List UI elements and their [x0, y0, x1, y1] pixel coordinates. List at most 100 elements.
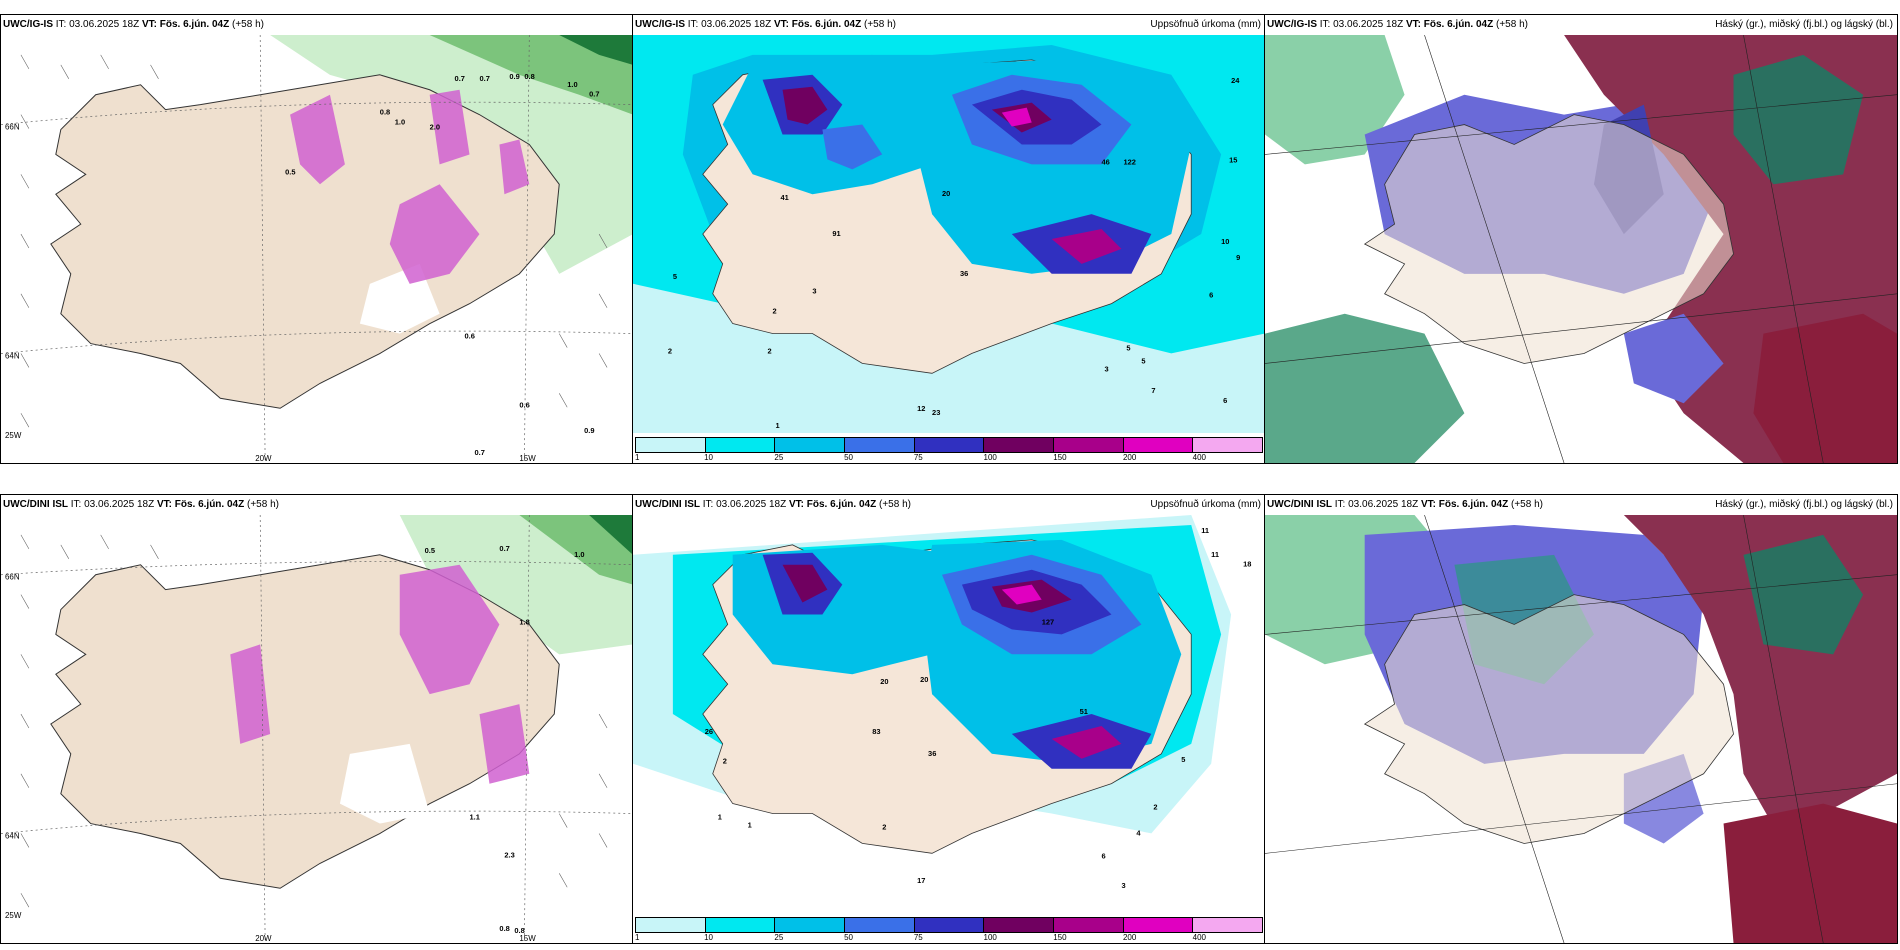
- svg-text:36: 36: [960, 269, 968, 278]
- svg-text:0.8: 0.8: [514, 926, 524, 935]
- iceland-land: [1363, 594, 1734, 844]
- panel-title: UWC/IG-IS IT: 03.06.2025 18Z VT: Fös. 6.…: [635, 19, 896, 30]
- svg-text:5: 5: [1141, 356, 1145, 365]
- svg-text:20: 20: [942, 189, 950, 198]
- svg-text:26: 26: [705, 727, 713, 736]
- precip-map: 24 15 10 9 6 7 6 5 5 3 3 2 2 1 12 23 91 …: [633, 35, 1265, 433]
- swatch: [845, 918, 915, 932]
- svg-text:1: 1: [718, 812, 722, 821]
- svg-text:20: 20: [920, 675, 928, 684]
- swatch: [984, 918, 1055, 932]
- swatch: [1054, 918, 1124, 932]
- swatch: [845, 438, 915, 452]
- panel-wind-dini: UWC/DINI ISL IT: 03.06.2025 18Z VT: Fös.…: [0, 494, 634, 944]
- svg-text:0.7: 0.7: [499, 544, 509, 553]
- svg-text:2: 2: [668, 346, 672, 355]
- svg-text:2: 2: [723, 757, 727, 766]
- svg-text:12: 12: [917, 404, 925, 413]
- svg-text:1.1: 1.1: [470, 813, 480, 822]
- svg-text:2.3: 2.3: [504, 850, 514, 859]
- svg-text:0.7: 0.7: [475, 448, 485, 457]
- panel-precip-dini: UWC/DINI ISL IT: 03.06.2025 18Z VT: Fös.…: [632, 494, 1266, 944]
- colorbar-swatches: [635, 917, 1263, 933]
- lat-label-64: 64N: [5, 351, 20, 360]
- colorbar-labels: 1 10 25 50 75 100 150 200 400: [635, 453, 1207, 462]
- swatch: [1193, 918, 1263, 932]
- svg-text:3: 3: [1105, 364, 1109, 373]
- swatch: [914, 918, 985, 932]
- svg-text:1: 1: [748, 820, 752, 829]
- svg-text:2: 2: [882, 822, 886, 831]
- wind-map: 66N 64N 25W 20W 15W 0.7 0.7 0.9 0.8 1.0 …: [1, 35, 633, 463]
- svg-text:0.6: 0.6: [465, 332, 475, 341]
- svg-text:7: 7: [1151, 386, 1155, 395]
- svg-text:18: 18: [1243, 560, 1251, 569]
- lat-label-66: 66N: [5, 573, 20, 582]
- swatch: [775, 438, 846, 452]
- lat-label-66: 66N: [5, 123, 20, 132]
- svg-text:0.5: 0.5: [425, 546, 435, 555]
- svg-text:127: 127: [1042, 617, 1054, 626]
- panel-field-title: Háský (gr.), miðský (fj.bl.) og lágský (…: [1715, 19, 1893, 30]
- svg-text:46: 46: [1102, 157, 1110, 166]
- svg-text:17: 17: [917, 876, 925, 885]
- panel-precip-ig: UWC/IG-IS IT: 03.06.2025 18Z VT: Fös. 6.…: [632, 14, 1266, 464]
- lon-label-25: 25W: [5, 431, 22, 440]
- svg-text:41: 41: [781, 193, 789, 202]
- svg-text:5: 5: [1126, 343, 1130, 352]
- svg-text:0.9: 0.9: [509, 72, 519, 81]
- iceland-land: [50, 74, 560, 409]
- swatch: [1123, 918, 1194, 932]
- svg-text:36: 36: [928, 749, 936, 758]
- cloud-map: [1265, 515, 1897, 943]
- svg-text:2: 2: [1153, 803, 1157, 812]
- svg-text:2: 2: [773, 307, 777, 316]
- swatch: [1123, 438, 1194, 452]
- svg-text:0.7: 0.7: [479, 74, 489, 83]
- swatch: [636, 918, 706, 932]
- svg-text:0.6: 0.6: [519, 400, 529, 409]
- svg-text:4: 4: [1136, 828, 1141, 837]
- swatch: [636, 438, 706, 452]
- svg-text:0.8: 0.8: [524, 72, 534, 81]
- swatch: [914, 438, 985, 452]
- precip-colorbar: 1 10 25 50 75 100 150 200 400: [635, 917, 1263, 942]
- precip-map: 11 11 18 5 6 4 3 2 2 1 1 2 17 26 20 20 3…: [633, 515, 1265, 913]
- swatch: [705, 438, 776, 452]
- lon-label-15: 15W: [519, 454, 536, 463]
- svg-text:0.8: 0.8: [499, 924, 509, 933]
- panel-title: UWC/IG-IS IT: 03.06.2025 18Z VT: Fös. 6.…: [1267, 19, 1528, 30]
- lon-label-20: 20W: [255, 934, 272, 943]
- svg-text:1.0: 1.0: [574, 550, 584, 559]
- svg-text:24: 24: [1231, 76, 1240, 85]
- svg-text:1: 1: [776, 421, 780, 430]
- svg-text:3: 3: [1121, 881, 1125, 890]
- svg-text:51: 51: [1080, 707, 1088, 716]
- colorbar-swatches: [635, 437, 1263, 453]
- svg-text:11: 11: [1211, 550, 1219, 559]
- svg-text:0.9: 0.9: [584, 426, 594, 435]
- swatch: [1193, 438, 1263, 452]
- panel-title: UWC/DINI ISL IT: 03.06.2025 18Z VT: Fös.…: [1267, 499, 1543, 510]
- svg-text:0.5: 0.5: [285, 167, 295, 176]
- svg-text:122: 122: [1123, 157, 1135, 166]
- swatch: [705, 918, 776, 932]
- swatch: [1054, 438, 1124, 452]
- lon-label-25: 25W: [5, 911, 22, 920]
- svg-text:10: 10: [1221, 237, 1229, 246]
- svg-text:6: 6: [1209, 291, 1213, 300]
- colorbar-labels: 1 10 25 50 75 100 150 200 400: [635, 933, 1207, 942]
- lon-label-20: 20W: [255, 454, 272, 463]
- swatch: [984, 438, 1055, 452]
- svg-text:15: 15: [1229, 155, 1237, 164]
- svg-text:23: 23: [932, 408, 940, 417]
- wind-map: 66N 64N 25W 20W 15W 0.5 0.7 1.0 1.1 2.3 …: [1, 515, 633, 943]
- svg-text:5: 5: [673, 272, 677, 281]
- svg-text:2: 2: [768, 346, 772, 355]
- swatch: [775, 918, 846, 932]
- svg-text:3: 3: [812, 287, 816, 296]
- panel-title: UWC/IG-IS IT: 03.06.2025 18Z VT: Fös. 6.…: [3, 19, 264, 30]
- iceland-land: [1363, 114, 1734, 364]
- svg-text:2.0: 2.0: [430, 123, 440, 132]
- panel-title: UWC/DINI ISL IT: 03.06.2025 18Z VT: Fös.…: [635, 499, 911, 510]
